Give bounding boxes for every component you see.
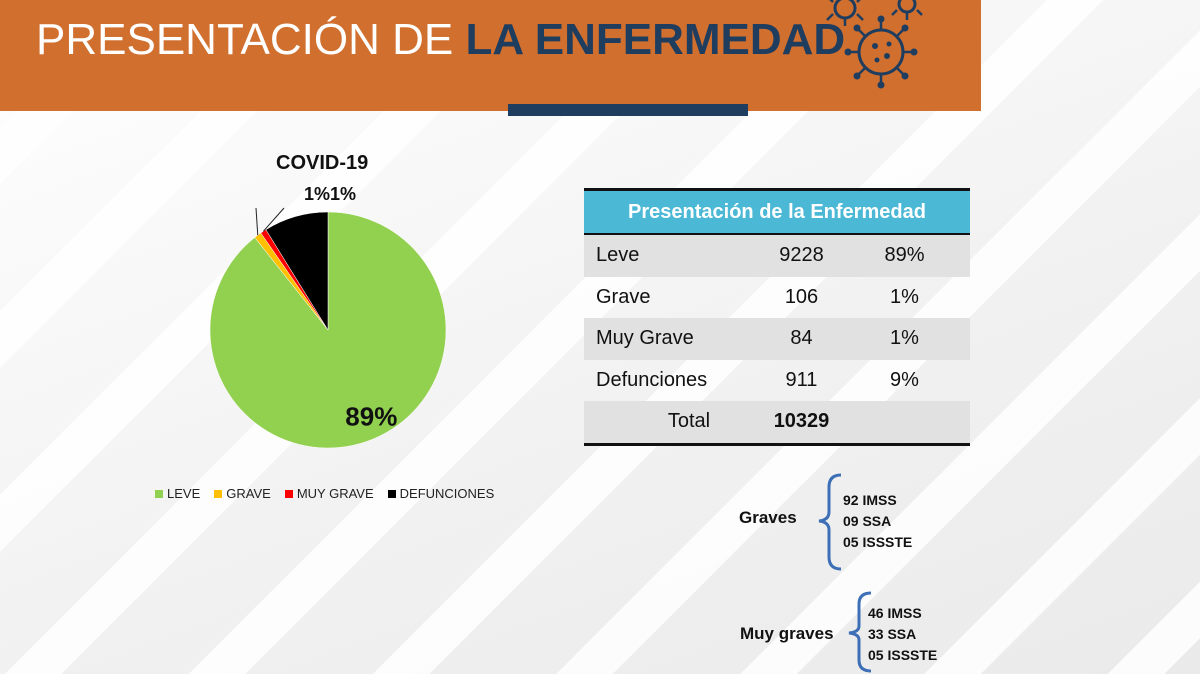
total-label: Total [667, 410, 711, 433]
graves-brace-icon [818, 473, 842, 571]
pie-slice-leve [209, 211, 447, 449]
legend-swatch [155, 489, 163, 498]
muy-graves-brace-icon [848, 591, 872, 673]
page-title: PRESENTACIÓN DE LA ENFERMEDAD [36, 14, 845, 66]
pie-label-leve: 89% [345, 401, 397, 431]
legend-label: GRAVE [226, 486, 271, 501]
chart-title: COVID-19 [276, 152, 369, 174]
list-item: 09 SSA [843, 513, 892, 529]
list-item: 46 IMSS [868, 605, 922, 621]
row-count: 84 [790, 327, 813, 350]
disease-table: Presentación de la Enfermedad Leve 9228 … [584, 188, 970, 446]
graves-list: 92 IMSS 09 SSA 05 ISSSTE [843, 490, 912, 553]
row-percent: 1% [890, 327, 919, 350]
legend-item: LEVE [155, 486, 200, 501]
row-percent: 89% [884, 244, 925, 267]
header-banner: PRESENTACIÓN DE LA ENFERMEDAD [0, 0, 981, 111]
legend-label: DEFUNCIONES [399, 486, 495, 501]
list-item: 92 IMSS [843, 492, 897, 508]
total-count: 10329 [773, 410, 830, 433]
graves-label: Graves [739, 508, 797, 527]
list-item: 05 ISSSTE [843, 534, 913, 550]
row-label: Leve [596, 244, 640, 267]
row-count: 106 [784, 285, 819, 308]
pie-leader-line [262, 207, 285, 232]
table-row: Defunciones 911 9% [584, 360, 970, 402]
list-item: 05 ISSSTE [868, 647, 938, 663]
chart-small-slice-labels: 1%1% [304, 184, 357, 204]
legend-label: MUY GRAVE [296, 486, 374, 501]
table-row: Grave 106 1% [584, 277, 970, 319]
legend-label: LEVE [167, 486, 201, 501]
legend-swatch [214, 489, 223, 498]
table-row: Muy Grave 84 1% [584, 318, 970, 360]
row-percent: 9% [890, 368, 919, 391]
header-underline-bar [508, 104, 748, 116]
virus-icon [826, 0, 923, 89]
row-label: Muy Grave [596, 327, 694, 350]
pie-slice-defunciones [265, 211, 329, 331]
legend-item: MUY GRAVE [284, 486, 374, 501]
row-percent: 1% [890, 285, 919, 308]
table-total-row: Total 10329 [584, 401, 970, 443]
title-bold: LA ENFERMEDAD [465, 15, 846, 64]
legend-swatch [387, 489, 396, 498]
row-label: Grave [596, 285, 651, 308]
chart-legend: LEVE GRAVE MUY GRAVE DEFUNCIONES [155, 486, 494, 501]
table-header: Presentación de la Enfermedad [584, 191, 970, 235]
list-item: 33 SSA [868, 626, 917, 642]
row-label: Defunciones [596, 368, 708, 391]
legend-item: GRAVE [214, 486, 271, 501]
pie-leader-line [255, 207, 259, 236]
table-row: Leve 9228 89% [584, 235, 970, 277]
legend-item: DEFUNCIONES [387, 486, 495, 501]
title-light: PRESENTACIÓN DE [36, 15, 466, 64]
row-count: 911 [785, 368, 818, 391]
legend-swatch [284, 489, 293, 498]
row-count: 9228 [779, 244, 824, 267]
muy-graves-list: 46 IMSS 33 SSA 05 ISSSTE [868, 603, 937, 666]
muy-graves-label: Muy graves [740, 624, 834, 643]
pie-chart: 89% [209, 207, 447, 449]
